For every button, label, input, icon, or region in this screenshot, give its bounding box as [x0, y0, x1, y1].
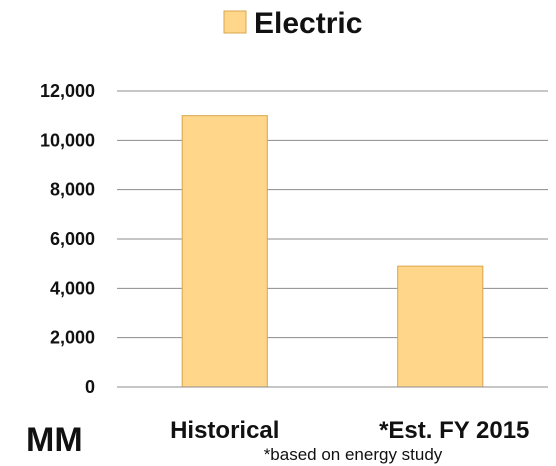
y-tick-label: 2,000 — [50, 328, 95, 348]
x-axis-category-labels: Historical *Est. FY 2015 — [170, 417, 529, 444]
unit-label: MM — [26, 421, 83, 459]
y-tick-label: 6,000 — [50, 229, 95, 249]
y-tick-label: 4,000 — [50, 278, 95, 298]
y-tick-label: 12,000 — [40, 81, 95, 101]
y-tick-label: 10,000 — [40, 130, 95, 150]
x-category-label: *Est. FY 2015 — [379, 417, 529, 444]
legend: Electric — [223, 7, 362, 40]
y-tick-label: 0 — [85, 377, 95, 397]
y-tick-label: 8,000 — [50, 180, 95, 200]
legend-swatch-electric — [223, 10, 247, 34]
footnote: *based on energy study — [264, 445, 443, 464]
bar-0 — [181, 115, 268, 388]
gridlines — [117, 90, 548, 339]
bar-1 — [397, 265, 484, 388]
legend-label-electric: Electric — [254, 7, 362, 40]
x-category-label: Historical — [170, 417, 279, 444]
y-axis-tick-labels: 0 2,000 4,000 6,000 8,000 10,000 12,000 — [40, 81, 95, 397]
bars — [181, 115, 484, 388]
